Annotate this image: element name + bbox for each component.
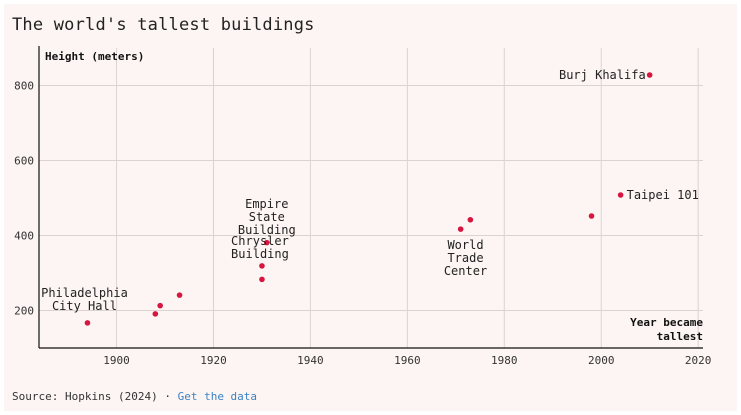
source-separator: ·: [164, 390, 171, 403]
y-tick-label: 200: [14, 305, 34, 318]
x-tick-label: 1940: [297, 354, 324, 367]
point-annotation: Chrysler Building: [231, 234, 289, 261]
data-point: [152, 311, 159, 317]
x-tick-label: 2000: [588, 354, 615, 367]
y-tick-label: 800: [14, 80, 34, 93]
chart-title: The world's tallest buildings: [12, 15, 315, 35]
point-annotation: Philadelphia City Hall: [41, 286, 128, 313]
x-tick-label: 1980: [491, 354, 518, 367]
chart-card: [4, 4, 737, 411]
x-tick-label: 2020: [685, 354, 712, 367]
data-point: [457, 226, 464, 232]
point-annotation: World Trade Center: [444, 238, 487, 278]
get-data-link[interactable]: Get the data: [177, 390, 258, 403]
point-annotation: Empire State Building: [238, 197, 296, 237]
data-point: [259, 276, 265, 283]
x-tick-label: 1920: [200, 354, 227, 367]
data-point: [259, 263, 265, 269]
y-axis-label: Height (meters): [45, 50, 144, 63]
data-point: [617, 192, 624, 198]
data-point: [263, 239, 270, 246]
data-point: [84, 320, 91, 326]
source-line: Source: Hopkins (2024) · Get the data: [12, 390, 257, 403]
y-tick-label: 400: [14, 230, 34, 243]
data-point: [467, 216, 474, 223]
point-annotation: Taipei 101: [627, 188, 699, 202]
source-text: Source: Hopkins (2024): [12, 390, 158, 403]
x-tick-label: 1960: [394, 354, 421, 367]
x-tick-label: 1900: [103, 354, 130, 367]
y-tick-label: 600: [14, 155, 34, 168]
data-point: [157, 302, 163, 309]
data-point: [646, 72, 653, 78]
data-point: [588, 213, 595, 219]
point-annotation: Burj Khalifa: [559, 68, 646, 82]
data-point: [176, 292, 183, 298]
x-axis-label: Year became tallest: [630, 316, 703, 343]
